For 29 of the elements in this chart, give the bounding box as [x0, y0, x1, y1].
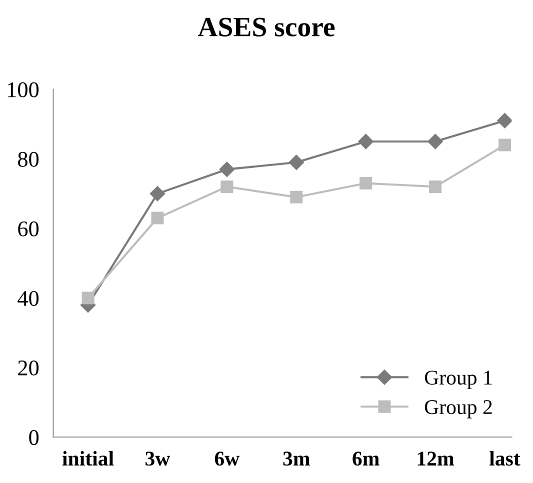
y-tick-label: 100 [8, 82, 39, 98]
point [358, 134, 374, 150]
x-tick-label: initial [62, 451, 114, 466]
point [360, 177, 372, 190]
x-tick-label: 6w [214, 452, 240, 466]
point [497, 113, 512, 128]
point [498, 138, 511, 152]
point [429, 180, 442, 193]
point [288, 154, 304, 170]
x-tick-label: last [490, 451, 520, 466]
y-tick-label: 0 [29, 430, 39, 446]
y-tick-label: 80 [18, 152, 39, 167]
point [220, 180, 234, 193]
y-tick-label: 40 [18, 290, 39, 306]
y-tick-label: 20 [18, 360, 39, 376]
x-tick-label: 3w [146, 452, 170, 466]
x-tick-label: 3m [283, 452, 310, 466]
x-tick-label: 6m [352, 452, 380, 466]
point [151, 212, 164, 224]
y-tick-label: 60 [18, 221, 39, 236]
point [150, 186, 166, 202]
point [219, 162, 234, 177]
point [290, 190, 303, 204]
chart-title: ASES score [198, 18, 335, 36]
point [428, 134, 443, 150]
point [82, 292, 94, 304]
x-tick-label: 12m [418, 452, 454, 466]
legend-label: Group 2 [424, 400, 492, 418]
legend-label: Group 1 [424, 370, 492, 389]
